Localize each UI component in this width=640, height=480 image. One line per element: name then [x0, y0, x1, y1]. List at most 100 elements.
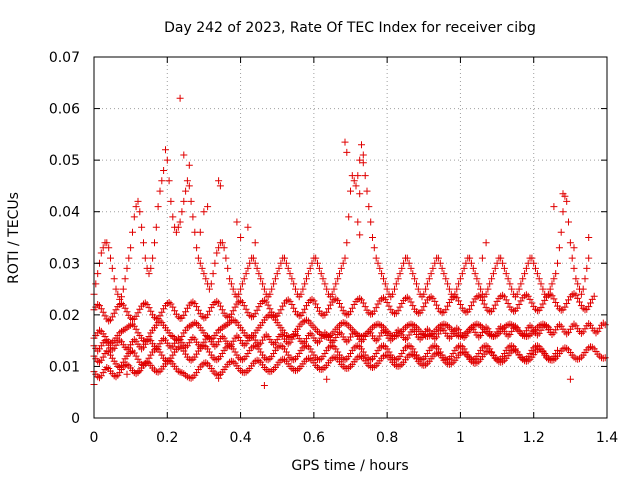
- data-point: [136, 208, 144, 216]
- axis-ticks: [93, 56, 608, 419]
- data-point: [299, 339, 307, 347]
- data-point: [194, 306, 202, 314]
- data-point: [130, 322, 138, 330]
- data-point: [193, 369, 201, 377]
- data-point: [493, 328, 501, 336]
- data-point: [235, 290, 243, 298]
- data-point: [293, 332, 301, 339]
- x-tick-label: 1: [456, 430, 465, 446]
- data-point: [286, 270, 294, 278]
- data-point: [315, 356, 323, 364]
- data-point: [134, 197, 142, 205]
- data-point: [359, 336, 367, 344]
- data-point: [248, 332, 256, 339]
- data-point: [361, 172, 369, 180]
- data-point: [511, 346, 519, 354]
- data-point: [198, 361, 206, 369]
- data-point: [590, 292, 598, 300]
- data-point: [321, 280, 329, 288]
- data-point: [537, 280, 545, 288]
- data-point: [544, 354, 552, 362]
- data-point: [473, 320, 481, 328]
- data-point: [508, 285, 516, 293]
- data-point: [513, 304, 521, 312]
- data-point: [530, 259, 538, 267]
- data-point: [482, 290, 490, 298]
- data-point: [469, 264, 477, 272]
- data-point: [367, 356, 375, 364]
- data-point: [249, 333, 257, 341]
- data-point: [156, 348, 164, 356]
- data-point: [566, 325, 574, 333]
- data-point: [229, 285, 237, 293]
- data-point: [541, 296, 549, 304]
- data-point: [374, 259, 382, 267]
- data-point: [405, 295, 413, 303]
- data-point: [358, 296, 365, 304]
- x-tick-label: 1.4: [596, 430, 618, 446]
- data-point: [180, 370, 188, 378]
- data-point: [323, 331, 331, 338]
- data-point: [442, 306, 450, 314]
- data-point: [176, 94, 184, 102]
- data-point: [259, 280, 267, 288]
- data-point: [380, 327, 387, 335]
- data-point: [255, 341, 263, 349]
- x-axis-label: GPS time / hours: [291, 458, 408, 474]
- data-point: [568, 291, 576, 299]
- data-point: [108, 264, 116, 272]
- data-point: [475, 280, 483, 288]
- data-point: [123, 264, 131, 272]
- data-point: [301, 338, 309, 346]
- data-point: [392, 280, 400, 288]
- data-point: [458, 270, 466, 278]
- data-point: [350, 344, 358, 352]
- data-point: [130, 213, 138, 221]
- data-point: [213, 356, 221, 364]
- y-tick-label: 0.02: [49, 308, 80, 324]
- x-tick-label: 0.4: [229, 430, 251, 446]
- data-point: [352, 329, 360, 337]
- data-point: [396, 270, 404, 278]
- data-point: [374, 320, 382, 328]
- data-point: [123, 324, 131, 332]
- data-point: [438, 264, 446, 272]
- data-point: [220, 334, 228, 342]
- data-point: [469, 325, 477, 333]
- data-point: [336, 300, 343, 307]
- data-point: [112, 373, 120, 381]
- data-point: [345, 364, 353, 372]
- data-point: [242, 353, 250, 361]
- data-point: [555, 305, 563, 313]
- data-point: [570, 264, 578, 272]
- data-point: [420, 290, 428, 298]
- data-point: [596, 324, 604, 332]
- data-point: [506, 331, 514, 338]
- data-point: [330, 337, 338, 345]
- data-point: [255, 270, 263, 278]
- data-point: [347, 308, 354, 316]
- data-point: [420, 331, 428, 338]
- data-point: [226, 342, 234, 350]
- data-point: [138, 223, 146, 231]
- data-point: [288, 275, 296, 283]
- data-point: [312, 300, 320, 308]
- data-point: [99, 308, 107, 316]
- data-point: [242, 305, 250, 313]
- data-point: [467, 259, 475, 267]
- data-point: [185, 161, 193, 169]
- data-point: [325, 344, 332, 352]
- data-point: [519, 275, 527, 283]
- data-point: [132, 312, 140, 320]
- data-point: [169, 333, 177, 340]
- data-point: [555, 244, 563, 252]
- data-point: [348, 304, 356, 312]
- data-point: [145, 270, 153, 278]
- data-point: [176, 336, 184, 344]
- data-point: [477, 285, 485, 293]
- data-point: [359, 151, 367, 159]
- data-point: [442, 321, 450, 329]
- data-point: [343, 148, 351, 156]
- x-tick-label: 0.8: [376, 430, 398, 446]
- data-point: [337, 264, 345, 272]
